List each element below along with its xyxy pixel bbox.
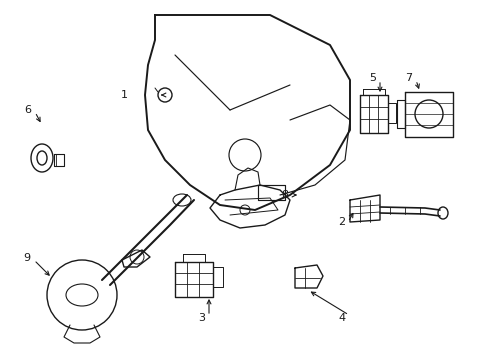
Text: 2: 2 — [338, 217, 345, 227]
Text: 9: 9 — [23, 253, 30, 263]
Text: 6: 6 — [24, 105, 31, 115]
Text: 5: 5 — [369, 73, 376, 83]
Text: 3: 3 — [198, 313, 205, 323]
Text: 4: 4 — [338, 313, 345, 323]
Text: 7: 7 — [405, 73, 412, 83]
Text: 8: 8 — [281, 190, 288, 200]
Text: 1: 1 — [120, 90, 127, 100]
